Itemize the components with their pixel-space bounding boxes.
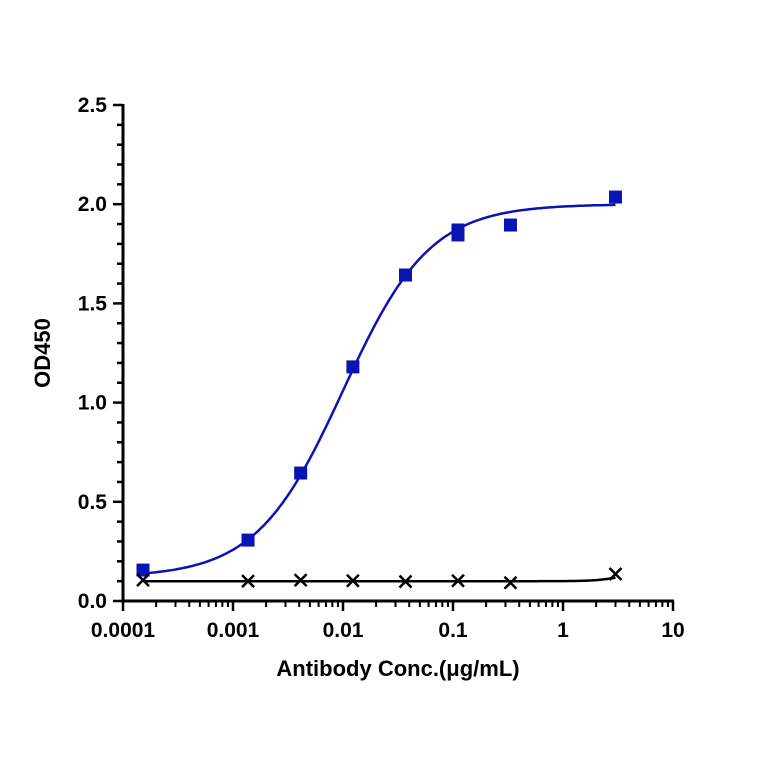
- x-tick-label: 0.0001: [91, 619, 156, 642]
- y-tick-label: 1.0: [78, 392, 107, 415]
- y-tick-label: 2.5: [78, 94, 108, 117]
- x-stroke: [503, 575, 518, 590]
- y-tick-label: 0.0: [78, 590, 107, 613]
- data-point-x: [398, 574, 413, 589]
- data-point-square: [503, 218, 517, 232]
- x-stroke: [398, 574, 413, 589]
- x-axis-label: Antibody Conc.(μg/mL): [276, 656, 519, 681]
- data-point-square: [294, 466, 308, 480]
- data-point-x: [346, 573, 360, 588]
- fit-curve-2: [143, 576, 616, 583]
- y-tick-label: 0.5: [78, 491, 108, 514]
- data-point-square: [451, 228, 465, 242]
- y-tick-label: 2.0: [78, 193, 107, 216]
- x-stroke: [293, 573, 308, 588]
- data-point-square: [241, 533, 255, 547]
- axes: 0.0 0.5 1.0 1.5 2.0 2.5 0.0001 0.001 0.01 0.1 1 10: [78, 94, 685, 642]
- data-points: [136, 190, 623, 590]
- data-point-x: [451, 573, 465, 588]
- x-stroke: [608, 567, 623, 581]
- x-stroke: [136, 573, 150, 588]
- data-point-square: [346, 360, 360, 374]
- y-tick-label: 1.5: [78, 292, 108, 315]
- data-point-square: [399, 268, 413, 282]
- data-point-x: [608, 567, 623, 581]
- fit-curve-1: [142, 203, 616, 575]
- x-tick-label: 10: [661, 619, 684, 642]
- data-point-x: [241, 574, 255, 589]
- y-axis-label: OD450: [30, 318, 55, 388]
- x-stroke: [346, 573, 360, 588]
- x-tick-label: 0.1: [438, 619, 468, 642]
- x-tick-label: 0.01: [323, 619, 364, 642]
- data-point-x: [136, 573, 150, 588]
- x-tick-label: 0.001: [207, 619, 260, 642]
- data-point-square: [608, 190, 622, 204]
- x-tick-label: 1: [557, 619, 569, 642]
- fit-curves: [142, 203, 616, 583]
- x-stroke: [451, 573, 465, 588]
- data-point-x: [503, 575, 518, 590]
- data-point-square: [136, 563, 150, 577]
- x-stroke: [241, 574, 255, 589]
- data-point-x: [293, 573, 308, 588]
